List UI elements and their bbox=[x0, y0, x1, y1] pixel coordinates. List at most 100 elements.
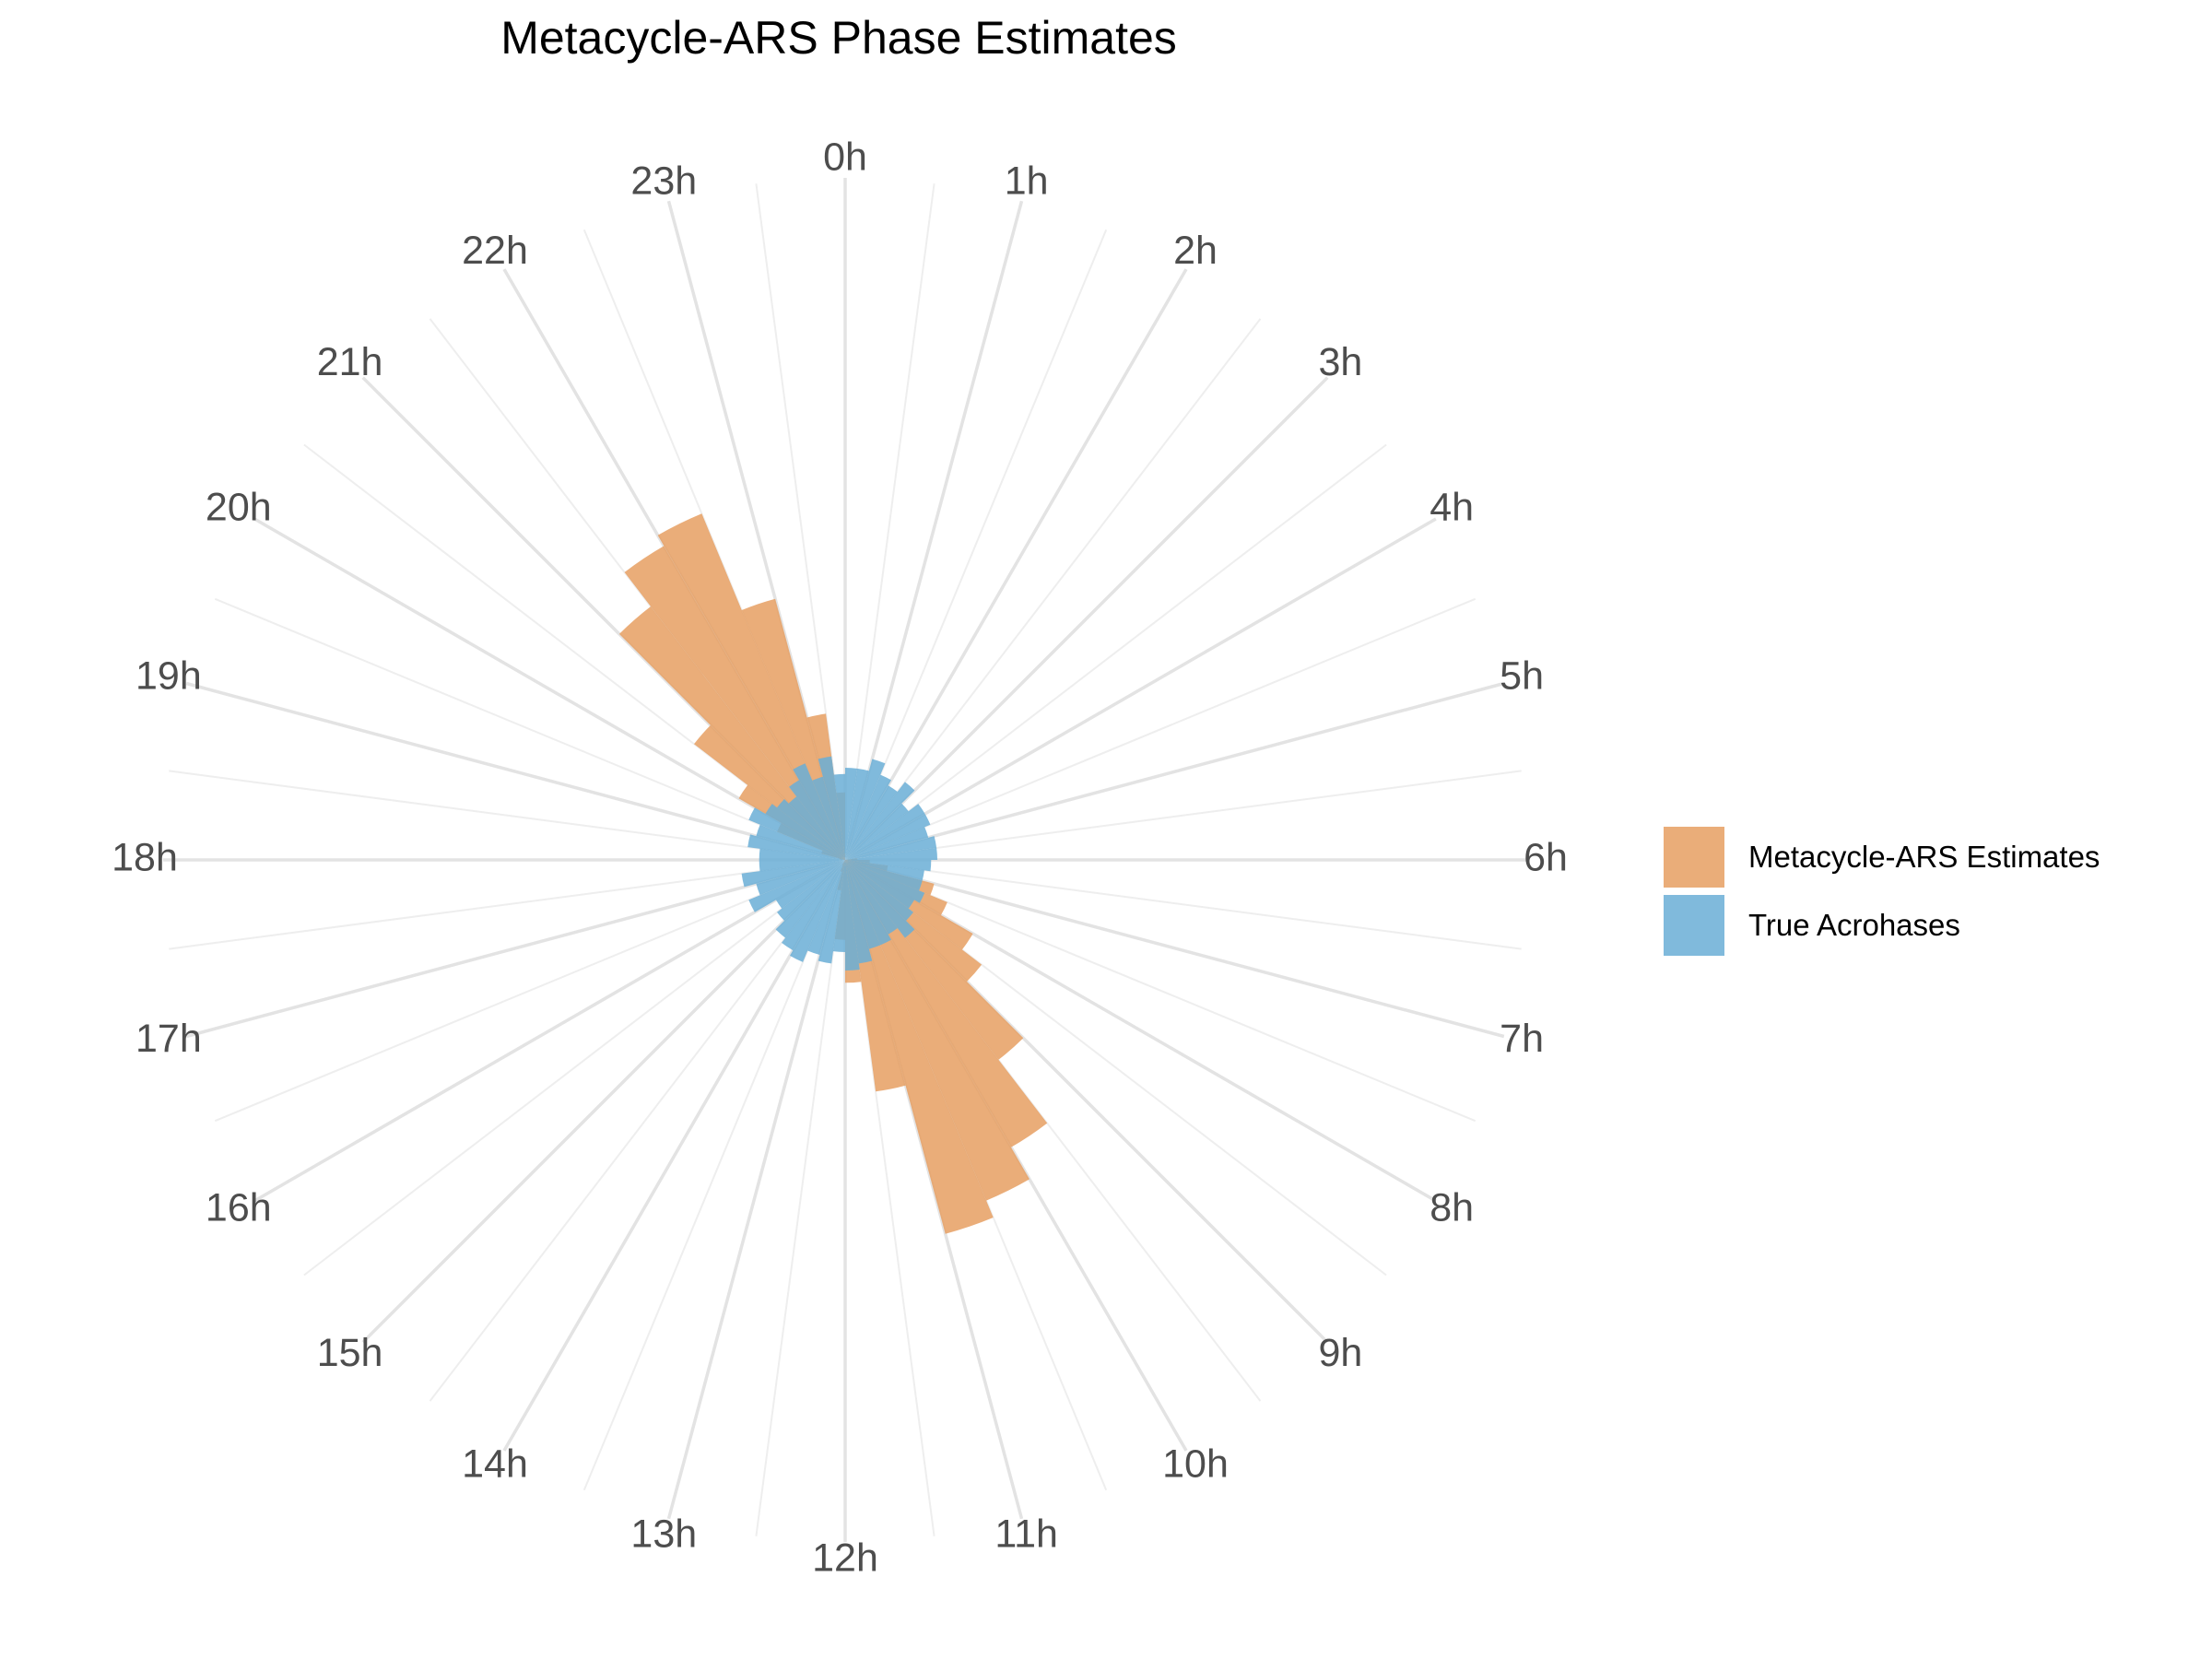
bar-wedge bbox=[748, 807, 845, 860]
bar-wedge bbox=[777, 860, 845, 921]
minor-gridline bbox=[844, 229, 1108, 861]
major-gridline bbox=[502, 859, 847, 1452]
bar-wedge bbox=[845, 827, 929, 860]
bars bbox=[618, 513, 1048, 1234]
bar-wedge bbox=[818, 860, 845, 964]
theta-tick-label: 23h bbox=[630, 159, 697, 203]
major-gridline bbox=[844, 858, 1505, 1039]
minor-gridline bbox=[755, 859, 846, 1536]
theta-tick-label: 19h bbox=[135, 654, 202, 699]
major-gridline bbox=[253, 858, 846, 1203]
bar-wedge bbox=[812, 776, 845, 860]
series-true-acrophases bbox=[741, 756, 937, 971]
bar-wedge bbox=[845, 785, 898, 860]
legend-swatch-metacycle bbox=[1664, 827, 1724, 888]
legend: Metacycle-ARS Estimates True Acrohases bbox=[1664, 823, 2100, 959]
theta-tick-label: 18h bbox=[112, 835, 178, 879]
theta-tick-label: 2h bbox=[1173, 229, 1218, 273]
bar-wedge bbox=[741, 860, 845, 888]
bar-wedge bbox=[818, 756, 845, 860]
bar-wedge bbox=[845, 860, 860, 971]
minor-gridline bbox=[844, 318, 1262, 861]
bar-wedge bbox=[759, 848, 845, 860]
legend-swatch-true-acrophases bbox=[1664, 895, 1724, 956]
major-gridline bbox=[185, 858, 846, 1039]
minor-gridline bbox=[755, 183, 846, 861]
bar-wedge bbox=[793, 763, 845, 860]
bar-wedge bbox=[845, 860, 891, 946]
major-gridline bbox=[185, 681, 846, 862]
bar-wedge bbox=[777, 799, 845, 860]
minor-gridline bbox=[844, 597, 1477, 861]
bar-wedge bbox=[845, 768, 858, 860]
theta-tick-label: 15h bbox=[317, 1331, 383, 1375]
minor-gridline bbox=[844, 443, 1387, 861]
major-gridline bbox=[843, 200, 1024, 861]
bar-wedge bbox=[756, 824, 845, 860]
bar-wedge bbox=[845, 860, 915, 938]
theta-tick-label: 12h bbox=[812, 1535, 878, 1580]
minor-gridline bbox=[844, 770, 1522, 861]
bar-wedge bbox=[845, 804, 925, 860]
bar-wedge bbox=[624, 546, 845, 860]
major-gridline bbox=[666, 859, 847, 1520]
bar-wedge bbox=[790, 860, 845, 962]
bar-wedge bbox=[845, 860, 873, 964]
minor-gridline bbox=[169, 859, 846, 950]
bar-wedge bbox=[756, 860, 845, 896]
bar-wedge bbox=[747, 834, 845, 860]
bar-wedge bbox=[845, 860, 925, 903]
minor-gridline bbox=[844, 859, 935, 1536]
theta-tick-label: 6h bbox=[1524, 835, 1568, 879]
bar-wedge bbox=[845, 759, 886, 860]
theta-tick-label: 20h bbox=[206, 485, 272, 529]
bar-wedge bbox=[788, 796, 845, 860]
legend-label-true-acrophases: True Acrohases bbox=[1748, 908, 1960, 942]
bar-wedge bbox=[789, 780, 845, 860]
bar-wedge bbox=[748, 860, 845, 912]
minor-gridline bbox=[303, 859, 846, 1277]
tick-labels: 0h 1h 2h 3h 4h 5h 6h 7h 8h 9h 10h 11h 12h 13h 14h 15h 16… bbox=[112, 135, 1568, 1580]
theta-tick-label: 22h bbox=[462, 229, 528, 273]
legend-label-metacycle: Metacycle-ARS Estimates bbox=[1748, 840, 2100, 874]
theta-tick-label: 1h bbox=[1005, 159, 1049, 203]
bar-wedge bbox=[845, 860, 924, 881]
bar-wedge bbox=[845, 860, 881, 949]
bar-wedge bbox=[782, 860, 845, 951]
minor-gridline bbox=[844, 183, 935, 861]
theta-tick-label: 14h bbox=[462, 1442, 528, 1487]
theta-tick-label: 9h bbox=[1318, 1331, 1362, 1375]
major-gridline bbox=[502, 268, 847, 861]
bar-wedge bbox=[845, 860, 898, 935]
bar-wedge bbox=[845, 782, 915, 860]
minor-gridline bbox=[214, 859, 846, 1123]
major-gridline bbox=[844, 681, 1505, 862]
minor-gridline bbox=[844, 859, 1522, 950]
legend-item-true-acrophases: True Acrohases bbox=[1664, 891, 2100, 959]
theta-tick-label: 8h bbox=[1430, 1185, 1474, 1230]
bar-wedge bbox=[845, 860, 1030, 1201]
major-gridline bbox=[844, 517, 1437, 862]
bar-wedge bbox=[845, 847, 937, 860]
bar-wedge bbox=[845, 860, 915, 909]
bar-wedge bbox=[845, 860, 994, 1234]
theta-tick-label: 21h bbox=[317, 340, 383, 384]
theta-tick-label: 5h bbox=[1500, 654, 1544, 699]
bar-wedge bbox=[845, 860, 913, 921]
bar-wedge bbox=[832, 860, 845, 952]
bar-wedge bbox=[759, 860, 845, 872]
theta-tick-label: 13h bbox=[630, 1512, 697, 1556]
minor-gridline bbox=[844, 859, 1108, 1491]
grid-lines bbox=[163, 178, 1527, 1542]
bar-wedge bbox=[845, 814, 931, 860]
major-gridline bbox=[253, 517, 846, 862]
theta-tick-label: 4h bbox=[1430, 485, 1474, 529]
minor-gridline bbox=[429, 859, 846, 1402]
theta-tick-label: 3h bbox=[1318, 340, 1362, 384]
bar-wedge bbox=[765, 804, 845, 860]
bar-wedge bbox=[775, 860, 845, 938]
minor-gridline bbox=[214, 597, 846, 861]
bar-wedge bbox=[845, 774, 891, 860]
theta-tick-label: 17h bbox=[135, 1017, 202, 1061]
